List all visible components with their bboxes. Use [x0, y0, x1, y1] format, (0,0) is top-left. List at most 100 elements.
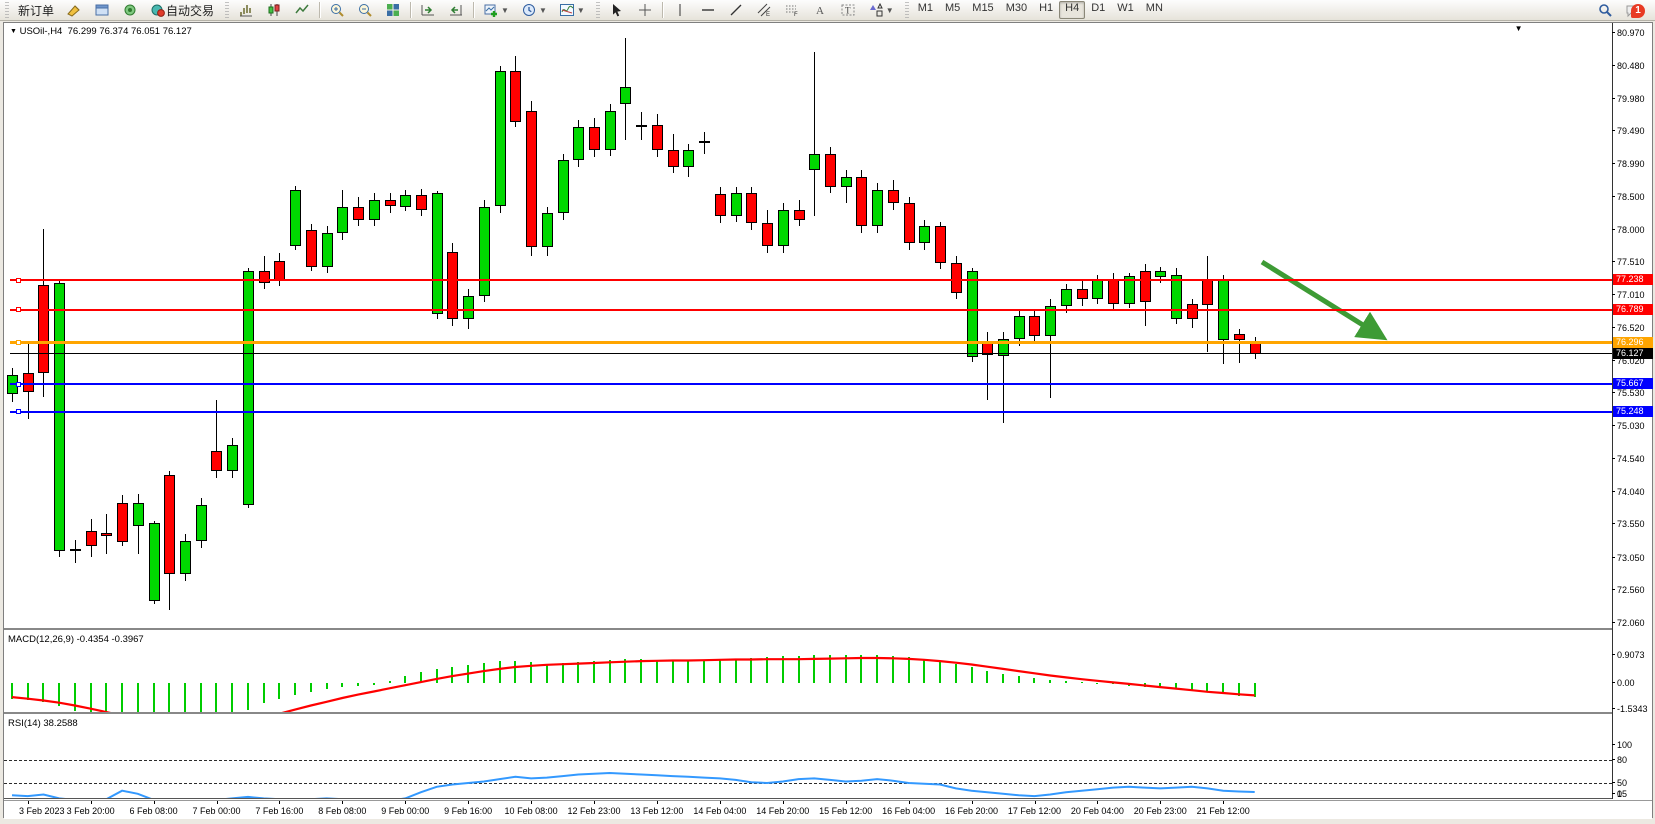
text-button[interactable]: A [807, 1, 833, 20]
brush-icon [67, 5, 80, 17]
horizontal-line-button[interactable] [695, 1, 721, 20]
macd-histogram-bar [435, 668, 438, 683]
time-label: 7 Feb 00:00 [192, 806, 241, 816]
auto-scroll-button[interactable] [415, 1, 441, 20]
price-tick: 73.550 [1612, 519, 1645, 530]
price-badge-77.238: 77.238 [1613, 274, 1653, 286]
macd-histogram-bar [530, 662, 533, 683]
price-tick: 75.530 [1612, 388, 1645, 399]
price-level-line-76.127[interactable] [10, 353, 1612, 355]
timeframe-button-mn[interactable]: MN [1145, 2, 1163, 14]
price-tick: 75.030 [1612, 421, 1645, 432]
macd-histogram-bar [797, 655, 800, 683]
macd-histogram-bar [1017, 676, 1020, 683]
cursor-button[interactable] [604, 1, 630, 20]
price-level-line-76.296[interactable] [10, 341, 1612, 344]
signal-button[interactable] [117, 1, 143, 20]
candle-body [589, 127, 600, 151]
timeframe-button-m1[interactable]: M1 [917, 2, 933, 14]
fibonacci-button[interactable]: F [779, 1, 805, 20]
candle-chart-button[interactable] [261, 1, 287, 20]
macd-histogram-bar [294, 683, 297, 695]
candle-body [54, 283, 66, 551]
tile-windows-button[interactable] [380, 1, 406, 20]
chart-window-button[interactable] [89, 1, 115, 20]
macd-histogram-bar [42, 683, 45, 703]
price-tick: 79.980 [1612, 93, 1645, 104]
chevron-down-icon: ▼ [538, 5, 547, 15]
timeframe-button-m15[interactable]: M15 [972, 2, 994, 14]
timeframe-button-h4[interactable]: H4 [1059, 1, 1086, 19]
rsi-panel[interactable]: RSI(14) 38.2588 [4, 716, 1612, 799]
time-label: 9 Feb 16:00 [444, 806, 493, 816]
trend-arrow-annotation[interactable] [4, 23, 1612, 630]
candle-body [762, 223, 774, 247]
toolbar-grip[interactable] [595, 2, 600, 18]
macd-histogram-bar [325, 683, 328, 690]
time-label: 14 Feb 04:00 [693, 806, 747, 816]
line-handle[interactable] [16, 277, 21, 283]
timeframe-button-d1[interactable]: D1 [1091, 2, 1106, 14]
line-chart-button[interactable] [289, 1, 315, 20]
text-label-button[interactable]: T [835, 1, 861, 20]
timeframe-button-h1[interactable]: H1 [1039, 2, 1054, 14]
chart-shift-button[interactable] [443, 1, 469, 20]
timeframe-button-m5[interactable]: M5 [945, 2, 961, 14]
main-price-panel[interactable]: ▼ [4, 23, 1612, 630]
new-order-button[interactable]: 新订单 [13, 1, 59, 20]
macd-histogram-bar [372, 683, 375, 685]
macd-histogram-bar [640, 658, 643, 683]
search-button[interactable] [1592, 1, 1618, 20]
shapes-button[interactable]: ▼ [863, 1, 899, 20]
price-level-line-77.238[interactable] [10, 279, 1612, 282]
time-axis[interactable]: 3 Feb 2023 3 Feb 20:00 6 Feb 08:00 7 Feb 00… [4, 800, 1652, 819]
price-level-line-76.789[interactable] [10, 308, 1612, 311]
auto-trading-button[interactable]: 自动交易 [145, 1, 219, 20]
templates-button[interactable]: ▼ [554, 1, 590, 20]
time-tick [531, 801, 533, 804]
timeframe-button-m30[interactable]: M30 [1005, 2, 1028, 14]
candle-body [557, 160, 569, 214]
candle-body [950, 262, 962, 293]
candle-body [400, 195, 412, 207]
vertical-line-button[interactable] [667, 1, 693, 20]
zoom-in-button[interactable] [324, 1, 350, 20]
toolbar-grip[interactable] [904, 2, 909, 18]
macd-histogram-bar [939, 661, 942, 683]
candle-body [966, 271, 978, 357]
candle-body [1186, 303, 1198, 320]
macd-histogram-bar [718, 659, 721, 683]
zoom-out-button[interactable] [352, 1, 378, 20]
trendline-icon [730, 4, 742, 16]
periods-button[interactable]: ▼ [516, 1, 552, 20]
candle-body [384, 199, 396, 207]
candle-body [321, 233, 333, 267]
macd-histogram-bar [561, 663, 564, 683]
trendline-button[interactable] [723, 1, 749, 20]
timeframe-button-w1[interactable]: W1 [1117, 2, 1134, 14]
time-tick [1160, 801, 1162, 804]
price-badge-76.789: 76.789 [1613, 303, 1653, 315]
channel-button[interactable]: E [751, 1, 777, 20]
time-label: 3 Feb 20:00 [66, 806, 115, 816]
macd-histogram-bar [1096, 683, 1099, 684]
collapse-triangle-icon[interactable]: ▼ [10, 28, 17, 35]
chart-shift-marker-icon[interactable]: ▼ [1514, 24, 1523, 33]
line-handle[interactable] [16, 409, 21, 415]
candle-wick [1050, 299, 1052, 399]
indicators-button[interactable]: ▼ [478, 1, 514, 20]
notifications-button[interactable]: 1 [1620, 1, 1654, 20]
candle-body [164, 474, 176, 574]
cursor-icon [612, 4, 621, 17]
toolbar-grip[interactable] [5, 2, 9, 18]
crosshair-button[interactable] [632, 1, 658, 20]
toolbar-grip[interactable] [225, 2, 230, 18]
line-handle[interactable] [16, 381, 21, 387]
line-handle[interactable] [16, 307, 21, 313]
price-level-line-75.667[interactable] [10, 383, 1612, 386]
price-level-line-75.248[interactable] [10, 410, 1612, 413]
macd-panel[interactable]: MACD(12,26,9) -0.4354 -0.3967 [4, 632, 1612, 714]
bar-chart-button[interactable] [233, 1, 259, 20]
line-handle[interactable] [16, 340, 21, 345]
brush-icon-button[interactable] [61, 1, 87, 20]
